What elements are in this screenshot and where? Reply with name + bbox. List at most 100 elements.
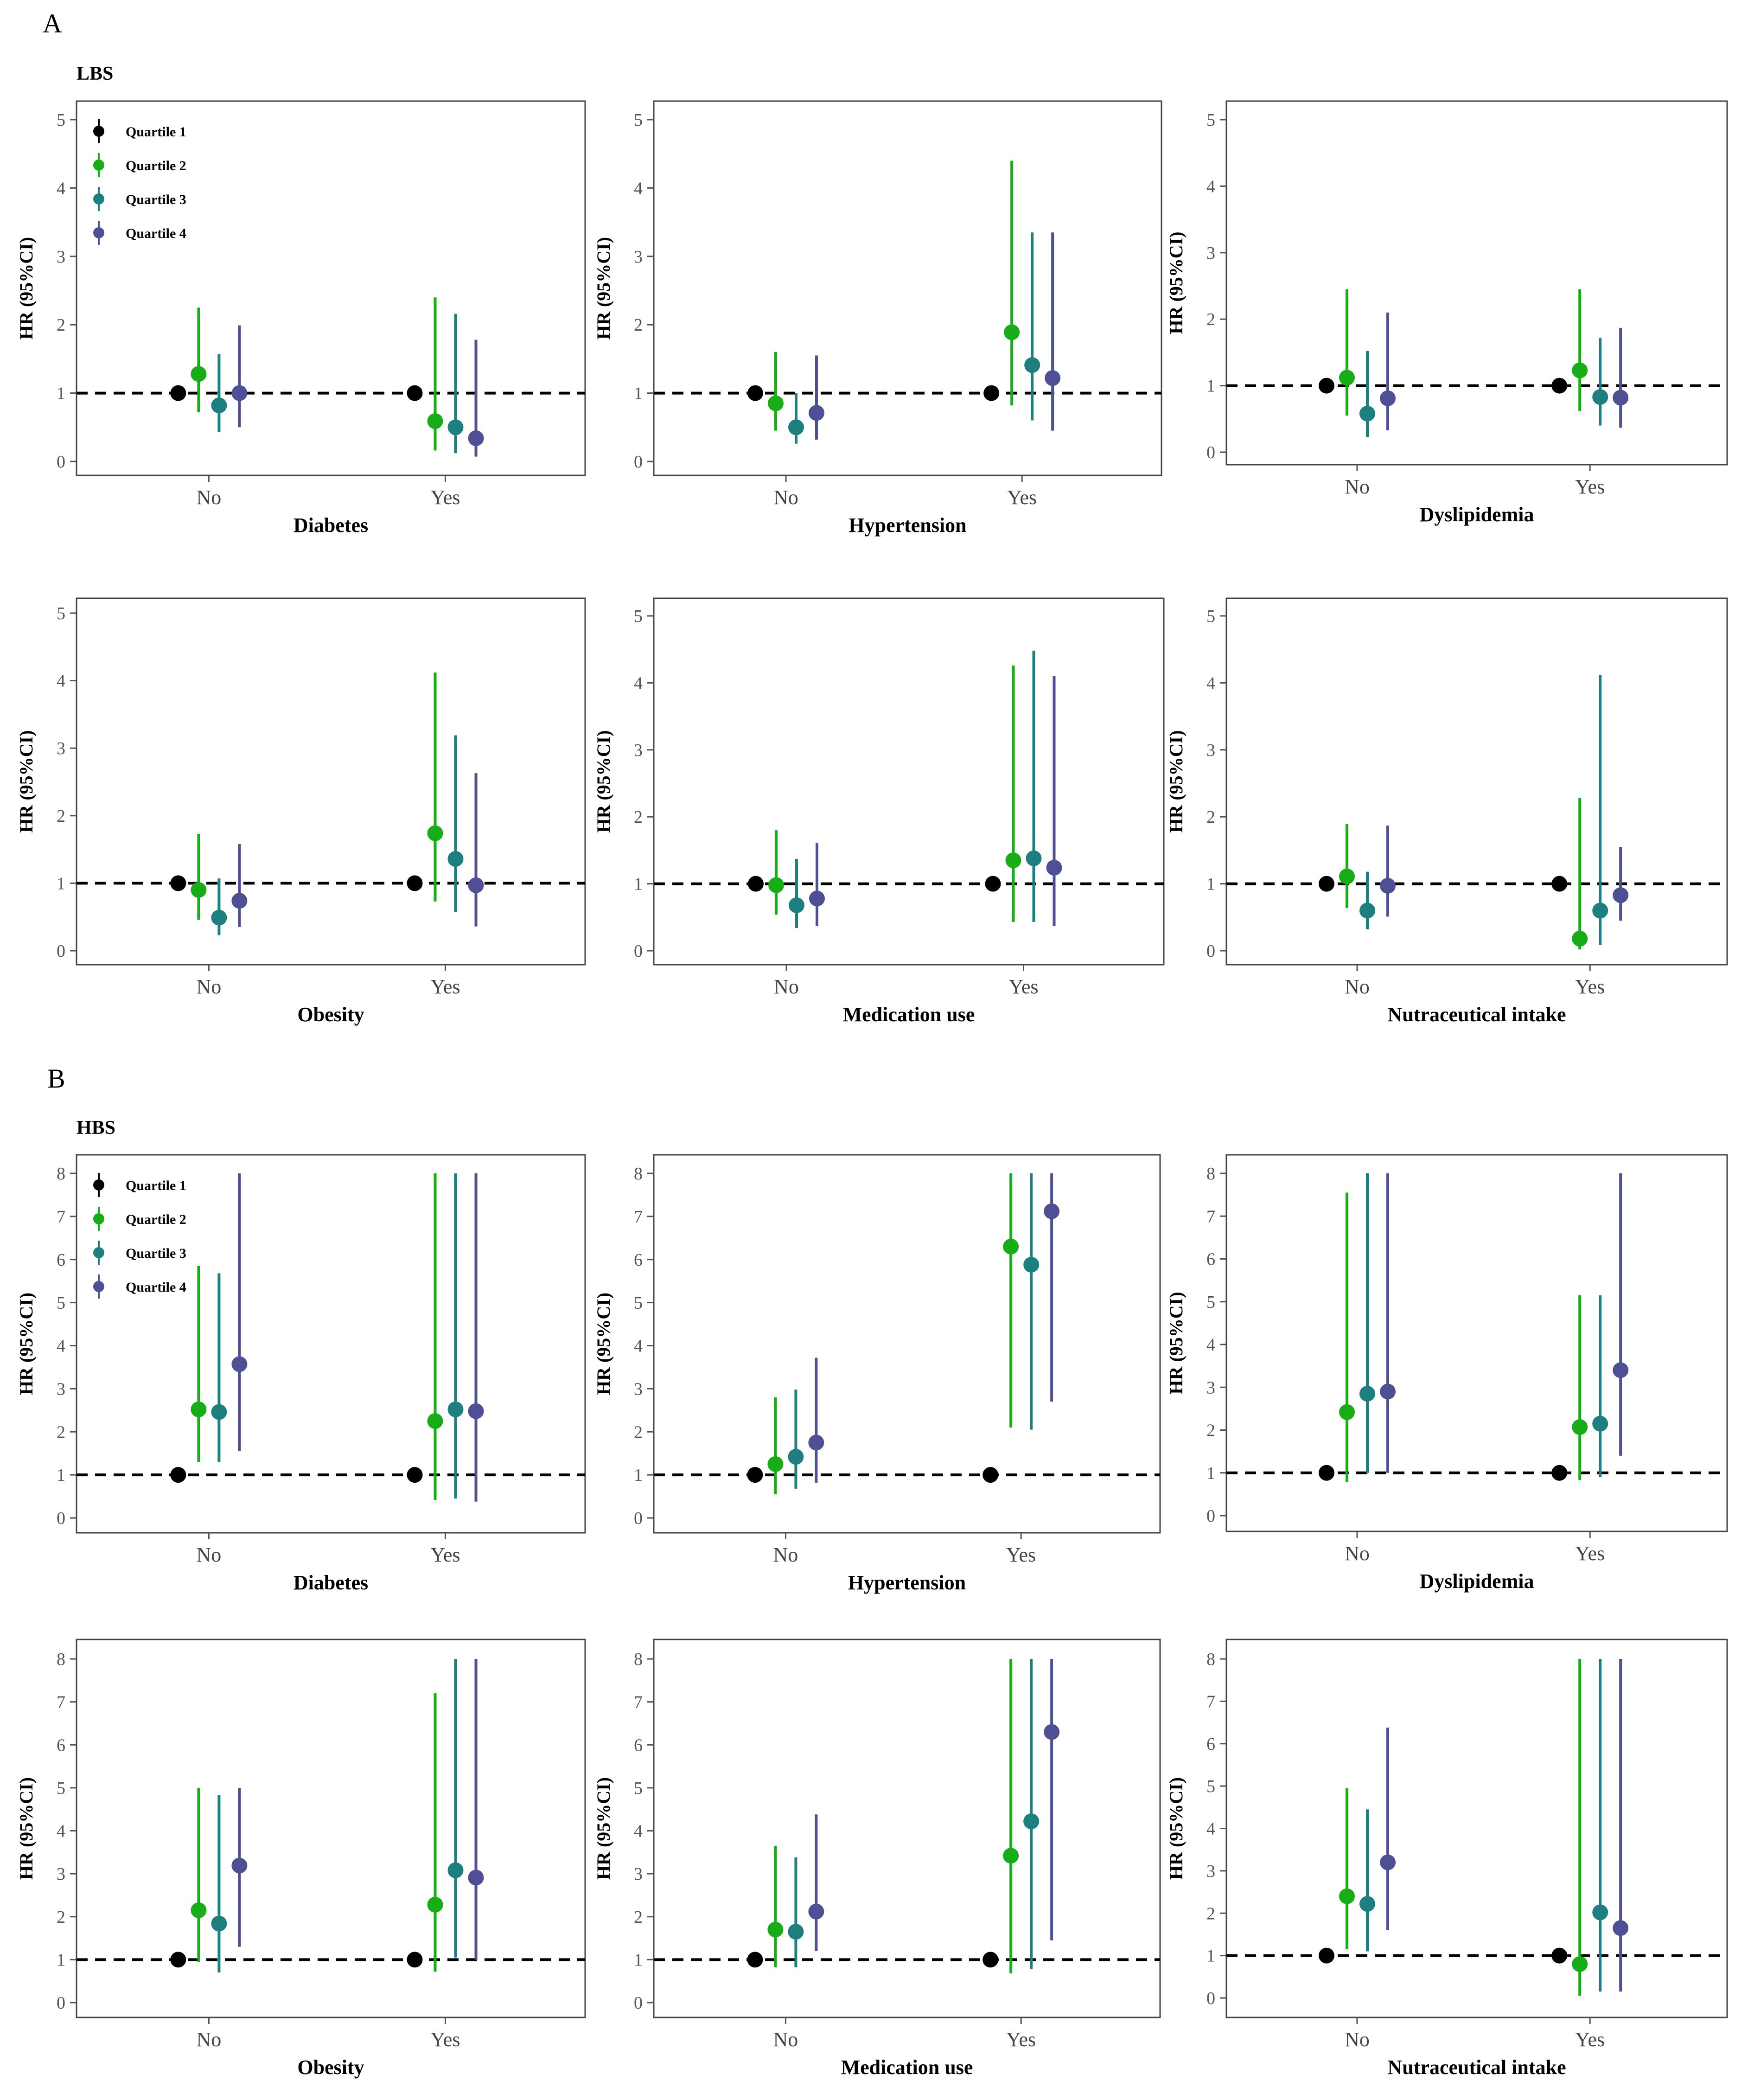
hr-point-quartile-2-yes [1003,1848,1019,1864]
y-tick-label: 3 [634,741,643,760]
y-tick-label: 6 [57,1735,65,1755]
hr-point-quartile-3-yes [447,851,464,867]
plot-frame [1225,100,1728,466]
hr-point-quartile-3-yes [1023,1813,1040,1830]
x-axis-label: Hypertension [848,1571,966,1594]
hr-point-quartile-2-no [1339,370,1355,386]
x-category-yes: Yes [1575,1542,1605,1565]
hr-point-quartile-1-no [170,875,186,891]
hr-point-quartile-4-no [808,1434,824,1451]
hr-point-quartile-4-yes [1613,1920,1629,1936]
y-tick-label: 5 [57,1293,65,1313]
hr-point-quartile-4-yes [1044,1724,1060,1740]
hr-point-quartile-4-no [809,405,824,421]
y-axis-label: HR (95%CI) [16,237,37,339]
y-tick-label: 3 [634,1864,643,1884]
y-tick-label: 3 [1206,243,1215,263]
x-category-no: No [773,486,798,509]
y-tick-label: 1 [1206,1946,1215,1966]
legend-label-quartile-3: Quartile 3 [126,192,186,207]
hr-point-quartile-2-yes [1572,931,1588,947]
x-category-no: No [197,1543,222,1566]
hr-point-quartile-4-no [231,893,248,909]
x-category-yes: Yes [1575,975,1605,998]
chart-A-hypertension: 0 1 2 3 4 5 HR (95%CI) No Yes Hypertension [593,100,1162,537]
x-axis-label: Hypertension [848,514,966,537]
hr-point-quartile-3-no [1359,1896,1375,1912]
hr-point-quartile-2-yes [427,413,443,429]
hr-point-quartile-1-no [1319,378,1334,394]
y-tick-label: 8 [634,1650,643,1669]
hr-point-quartile-1-no [747,1467,763,1483]
y-tick-label: 3 [634,1379,643,1399]
y-tick-label: 7 [57,1207,65,1227]
hr-point-quartile-3-no [1359,1386,1375,1402]
x-category-yes: Yes [1007,486,1037,509]
hr-point-quartile-2-yes [1572,362,1588,378]
y-tick-label: 6 [1206,1250,1215,1269]
y-tick-label: 1 [57,384,65,403]
hr-point-quartile-2-no [1339,1888,1355,1904]
y-axis-label: HR (95%CI) [1166,1777,1187,1880]
chart-B-diabetes: 0 1 2 3 4 5 6 7 8 HR (95%CI) No Yes Diabetes Quartile… [16,1154,586,1594]
hr-point-quartile-4-no [231,1356,248,1372]
x-category-yes: Yes [1008,975,1038,998]
legend-key-dot [93,1179,104,1191]
y-axis-label: HR (95%CI) [16,730,37,832]
y-tick-label: 3 [634,247,643,267]
legend-key-dot [93,193,104,205]
y-axis-label: HR (95%CI) [16,1293,37,1395]
y-tick-label: 3 [1206,741,1215,760]
hr-point-quartile-3-yes [447,419,464,435]
y-tick-label: 7 [634,1693,643,1712]
x-category-yes: Yes [430,975,460,998]
hr-point-quartile-4-yes [468,430,484,446]
hr-point-quartile-2-no [1339,1404,1355,1420]
x-axis-label: Obesity [297,1003,364,1026]
chart-B-hypertension: 0 1 2 3 4 5 6 7 8 HR (95%CI) No Yes Hypertension [593,1154,1161,1594]
hr-point-quartile-4-no [1380,390,1396,406]
y-tick-label: 3 [57,247,65,267]
y-tick-label: 1 [634,384,643,403]
y-tick-label: 4 [57,1337,65,1356]
y-tick-label: 0 [634,941,643,961]
y-tick-label: 4 [1206,177,1215,196]
y-tick-label: 4 [634,1822,643,1841]
y-tick-label: 8 [634,1164,643,1184]
legend-label-quartile-3: Quartile 3 [126,1246,186,1261]
legend-label-quartile-4: Quartile 4 [126,1280,186,1295]
hr-point-quartile-4-yes [1613,887,1629,903]
hr-point-quartile-4-no [808,1903,824,1920]
plot-frame [76,597,586,966]
y-tick-label: 2 [57,1908,65,1927]
x-axis-label: Diabetes [293,1571,368,1594]
y-tick-label: 8 [1206,1164,1215,1184]
panel-letter-b: B [47,1063,65,1094]
hr-point-quartile-1-no [748,876,764,892]
y-tick-label: 4 [634,179,643,198]
y-tick-label: 3 [57,1864,65,1884]
plot-frame [76,1154,586,1534]
y-tick-label: 3 [1206,1862,1215,1881]
y-tick-label: 3 [1206,1378,1215,1397]
y-tick-label: 4 [57,1822,65,1841]
y-tick-label: 5 [1206,607,1215,626]
hr-point-quartile-3-no [211,909,227,926]
hr-point-quartile-1-no [170,1952,186,1968]
hr-point-quartile-3-yes [1592,1904,1608,1921]
hr-point-quartile-2-no [191,366,207,382]
y-tick-label: 5 [634,110,643,130]
plot-frame [653,1154,1161,1534]
hr-point-quartile-2-no [768,877,784,893]
hr-point-quartile-2-yes [1572,1956,1588,1972]
hr-point-quartile-2-no [767,1921,784,1938]
y-tick-label: 5 [57,110,65,130]
x-category-no: No [197,486,222,509]
hr-point-quartile-1-yes [1551,1947,1568,1964]
y-tick-label: 1 [1206,1464,1215,1483]
x-axis-label: Nutraceutical intake [1388,1003,1566,1026]
hr-point-quartile-3-yes [1026,850,1042,866]
y-tick-label: 1 [57,1466,65,1485]
y-tick-label: 7 [57,1693,65,1712]
